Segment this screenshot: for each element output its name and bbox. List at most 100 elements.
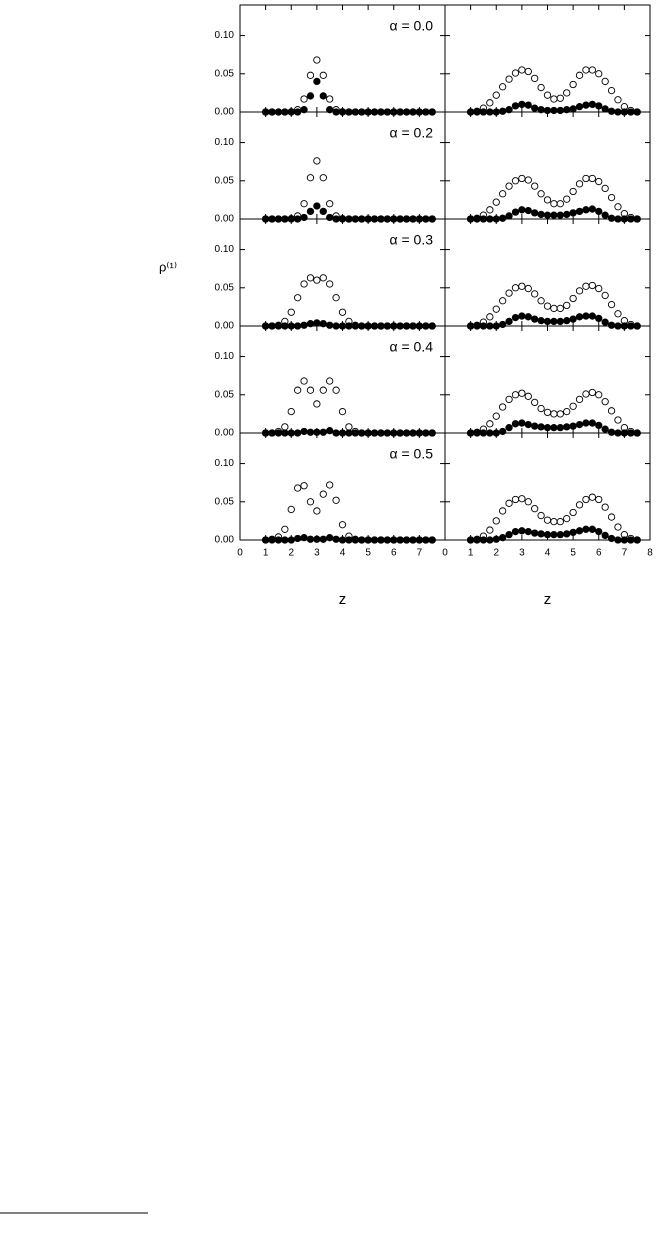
x-tick-label: 2 xyxy=(493,548,499,559)
open-marker xyxy=(556,94,564,102)
x-tick-label: 3 xyxy=(519,548,525,559)
x-tick-label: 3 xyxy=(314,548,320,559)
filled-marker xyxy=(633,536,641,544)
y-tick-label: 0.10 xyxy=(215,30,235,41)
filled-marker xyxy=(575,313,584,321)
open-marker xyxy=(595,284,603,293)
filled-marker xyxy=(511,420,520,428)
open-marker xyxy=(543,516,552,524)
filled-marker xyxy=(607,428,616,436)
open-marker xyxy=(499,190,507,198)
x-axis-label: z xyxy=(339,591,347,608)
open-marker xyxy=(338,308,347,316)
filled-marker xyxy=(556,317,564,326)
open-marker xyxy=(543,408,552,417)
open-marker xyxy=(601,77,609,86)
open-marker xyxy=(569,508,577,517)
open-marker xyxy=(563,407,571,416)
open-marker xyxy=(306,498,315,506)
open-marker xyxy=(313,56,321,64)
open-marker xyxy=(531,74,539,83)
open-marker xyxy=(326,200,334,208)
filled-marker xyxy=(601,425,609,433)
open-marker xyxy=(486,313,494,321)
filled-marker xyxy=(550,531,558,539)
open-marker xyxy=(524,392,532,400)
open-marker xyxy=(300,280,308,288)
open-marker xyxy=(300,377,308,385)
open-marker xyxy=(511,495,520,504)
open-marker xyxy=(607,513,616,521)
filled-marker xyxy=(505,423,513,432)
open-marker xyxy=(524,67,532,76)
open-marker xyxy=(306,71,315,79)
filled-marker xyxy=(569,209,577,217)
filled-marker xyxy=(466,536,475,544)
open-marker xyxy=(492,517,500,525)
open-marker xyxy=(556,410,564,418)
filled-marker xyxy=(569,105,577,113)
filled-marker xyxy=(492,535,500,543)
y-tick-label: 0.00 xyxy=(215,428,235,439)
open-marker xyxy=(582,282,590,290)
panel-label: α = 0.2 xyxy=(389,125,433,141)
filled-marker xyxy=(518,206,526,214)
y-tick-label: 0.10 xyxy=(215,244,235,255)
open-marker xyxy=(313,507,321,515)
open-marker xyxy=(537,404,545,413)
y-tick-label: 0.00 xyxy=(215,214,235,225)
open-marker xyxy=(326,377,334,385)
y-tick-label: 0.00 xyxy=(215,107,235,118)
filled-marker xyxy=(313,77,321,86)
filled-marker xyxy=(370,536,379,544)
open-marker xyxy=(524,498,532,506)
open-marker xyxy=(511,69,520,77)
x-tick-label: 0 xyxy=(237,548,243,559)
filled-marker xyxy=(524,101,532,109)
filled-marker xyxy=(383,536,391,544)
x-tick-label: 4 xyxy=(545,548,551,559)
open-marker xyxy=(499,403,507,411)
filled-marker xyxy=(582,419,590,427)
open-marker xyxy=(492,198,500,206)
open-marker xyxy=(332,496,340,504)
x-tick-label: 7 xyxy=(417,548,423,559)
open-marker xyxy=(582,390,590,398)
open-marker xyxy=(499,507,507,515)
filled-marker xyxy=(319,535,327,543)
open-marker xyxy=(319,490,327,498)
filled-marker xyxy=(531,209,539,217)
open-marker xyxy=(486,206,494,214)
filled-marker xyxy=(524,313,532,321)
open-marker xyxy=(607,193,616,202)
open-marker xyxy=(588,388,596,397)
filled-marker xyxy=(415,536,424,544)
filled-marker xyxy=(537,316,545,325)
filled-marker xyxy=(306,92,315,100)
open-marker xyxy=(306,174,315,182)
filled-marker xyxy=(588,312,596,320)
filled-marker xyxy=(479,536,488,544)
panel-label: α = 0.0 xyxy=(389,18,433,34)
open-marker xyxy=(543,196,552,204)
open-marker xyxy=(601,503,609,511)
filled-marker xyxy=(601,318,609,326)
open-marker xyxy=(582,66,590,74)
y-tick-label: 0.00 xyxy=(215,321,235,332)
x-tick-label: 5 xyxy=(570,548,576,559)
open-marker xyxy=(332,386,340,394)
filled-marker xyxy=(582,312,590,320)
filled-marker xyxy=(511,208,520,216)
x-tick-label: 2 xyxy=(288,548,294,559)
filled-marker xyxy=(511,527,520,536)
filled-marker xyxy=(595,527,603,536)
open-marker xyxy=(338,521,347,529)
filled-marker xyxy=(306,207,315,216)
open-marker xyxy=(614,203,622,211)
filled-marker xyxy=(319,92,327,100)
filled-marker xyxy=(313,535,321,543)
filled-marker xyxy=(531,529,539,537)
open-marker xyxy=(326,95,334,103)
open-marker xyxy=(543,91,552,99)
panel-label: α = 0.4 xyxy=(389,339,433,355)
